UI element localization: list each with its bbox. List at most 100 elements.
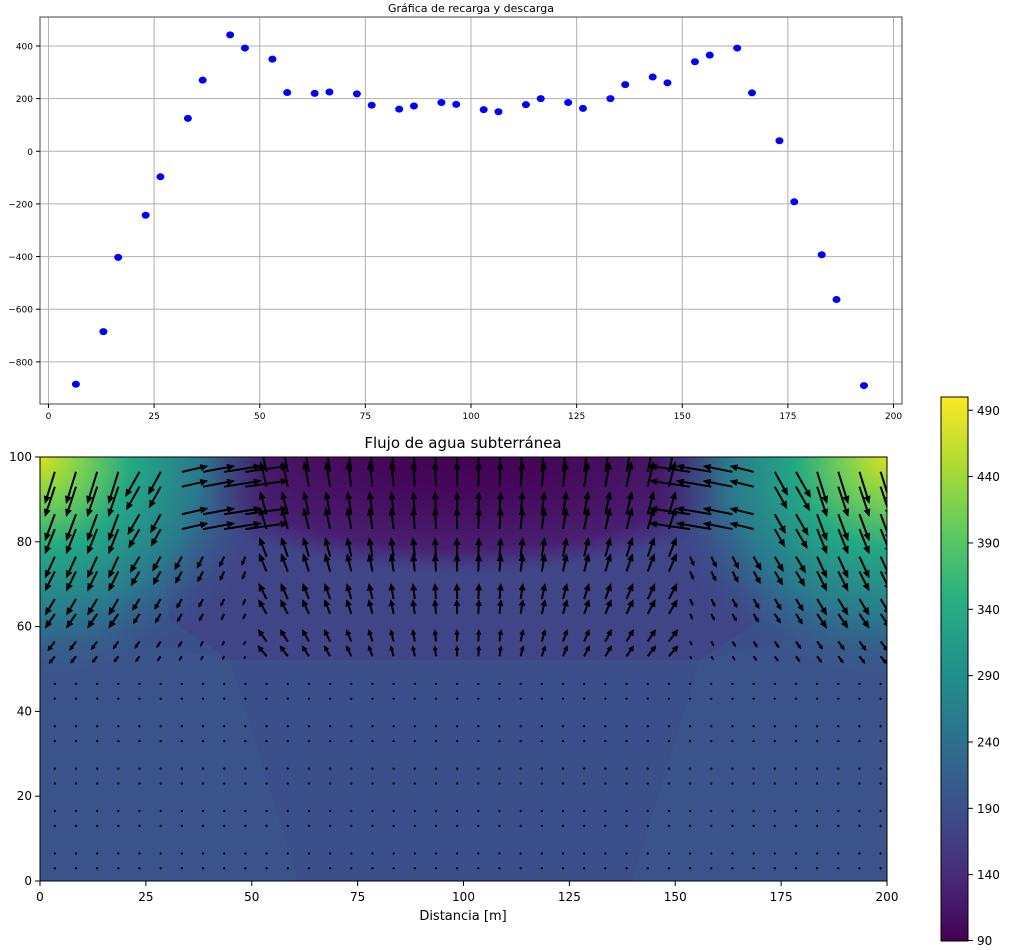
flow-vector-dot <box>96 810 98 812</box>
scatter-point <box>733 45 741 52</box>
flow-vector-shaft <box>414 561 415 571</box>
flow-vector-dot <box>96 768 98 770</box>
flow-vector-dot <box>244 740 246 742</box>
flow-vector-dot <box>160 867 162 869</box>
flow-vector-dot <box>308 740 310 742</box>
top-chart-title: Gráfica de recarga y descarga <box>388 2 554 15</box>
top-x-tick-label: 200 <box>885 412 902 422</box>
flow-vector-dot <box>837 725 839 727</box>
flow-vector-shaft <box>244 641 245 643</box>
flow-vector-dot <box>350 867 352 869</box>
scatter-point <box>606 95 614 102</box>
flow-vector-dot <box>858 768 860 770</box>
flow-vector-dot <box>308 852 310 854</box>
scatter-point <box>706 52 714 59</box>
flow-vector-dot <box>96 852 98 854</box>
flow-vector-dot <box>181 725 183 727</box>
flow-vector-shaft <box>521 590 522 599</box>
flow-vector-dot <box>583 810 585 812</box>
flow-vector-head <box>302 445 309 453</box>
bottom-x-tick-label: 200 <box>876 890 899 904</box>
flow-vector-dot <box>647 825 649 827</box>
flow-vector-dot <box>731 782 733 784</box>
flow-vector-dot <box>477 725 479 727</box>
flow-vector-dot <box>54 725 56 727</box>
bottom-x-tick-label: 125 <box>558 890 581 904</box>
flow-vector-dot <box>414 740 416 742</box>
flow-vector-dot <box>858 740 860 742</box>
flow-vector-dot <box>731 698 733 700</box>
flow-vector-dot <box>816 683 818 685</box>
flow-vector-dot <box>520 825 522 827</box>
flow-vector-dot <box>456 768 458 770</box>
flow-vector-dot <box>774 740 776 742</box>
flow-vector-dot <box>287 698 289 700</box>
flow-vector-dot <box>837 782 839 784</box>
flow-vector-dot <box>456 698 458 700</box>
scatter-point <box>99 328 107 335</box>
flow-vector-shaft <box>414 545 415 557</box>
flow-vector-dot <box>880 810 882 812</box>
scatter-point <box>452 101 460 108</box>
flow-vector-dot <box>477 782 479 784</box>
scatter-point <box>833 296 841 303</box>
flow-vector-dot <box>710 740 712 742</box>
flow-vector-dot <box>689 867 691 869</box>
flow-vector-dot <box>541 867 543 869</box>
flow-vector-dot <box>604 782 606 784</box>
flow-vector-dot <box>287 852 289 854</box>
flow-vector-dot <box>583 725 585 727</box>
flow-vector-shaft <box>414 635 415 642</box>
scatter-point <box>72 381 80 388</box>
flow-vector-dot <box>498 782 500 784</box>
flow-vector-dot <box>562 768 564 770</box>
scatter-point <box>156 173 164 180</box>
top-y-tick-label: −200 <box>8 200 33 210</box>
flow-vector-dot <box>265 683 267 685</box>
flow-vector-dot <box>414 725 416 727</box>
flow-vector-dot <box>54 768 56 770</box>
flow-vector-dot <box>223 782 225 784</box>
flow-vector-shaft <box>435 561 436 571</box>
flow-vector-dot <box>541 782 543 784</box>
flow-vector-dot <box>837 810 839 812</box>
flow-vector-dot <box>541 683 543 685</box>
scatter-point <box>199 77 207 84</box>
colorbar-tick-label: 240 <box>977 735 1000 749</box>
flow-vector-dot <box>371 683 373 685</box>
scatter-point <box>649 74 657 81</box>
top-y-tick-label: −600 <box>8 306 33 316</box>
flow-vector-dot <box>138 852 140 854</box>
flow-vector-dot <box>858 683 860 685</box>
flow-vector-dot <box>668 782 670 784</box>
flow-vector-dot <box>604 683 606 685</box>
flow-vector-dot <box>329 698 331 700</box>
flow-vector-dot <box>689 683 691 685</box>
flow-vector-dot <box>816 810 818 812</box>
flow-vector-dot <box>308 768 310 770</box>
flow-vector-dot <box>710 867 712 869</box>
flow-vector-dot <box>498 683 500 685</box>
scatter-point <box>410 102 418 109</box>
flow-vector-dot <box>774 852 776 854</box>
flow-vector-dot <box>308 782 310 784</box>
flow-vector-dot <box>752 768 754 770</box>
flow-vector-dot <box>562 852 564 854</box>
top-x-tick-label: 150 <box>674 412 691 422</box>
flow-vector-dot <box>520 698 522 700</box>
flow-vector-shaft <box>435 650 436 656</box>
flow-vector-dot <box>181 683 183 685</box>
flow-vector-dot <box>858 698 860 700</box>
flow-vector-dot <box>202 683 204 685</box>
flow-vector-dot <box>583 782 585 784</box>
flow-vector-dot <box>647 782 649 784</box>
flow-vector-dot <box>541 740 543 742</box>
flow-vector-head <box>562 445 569 453</box>
flow-vector-dot <box>731 740 733 742</box>
flow-vector-dot <box>138 768 140 770</box>
flow-vector-head <box>627 445 634 453</box>
flow-vector-dot <box>689 810 691 812</box>
